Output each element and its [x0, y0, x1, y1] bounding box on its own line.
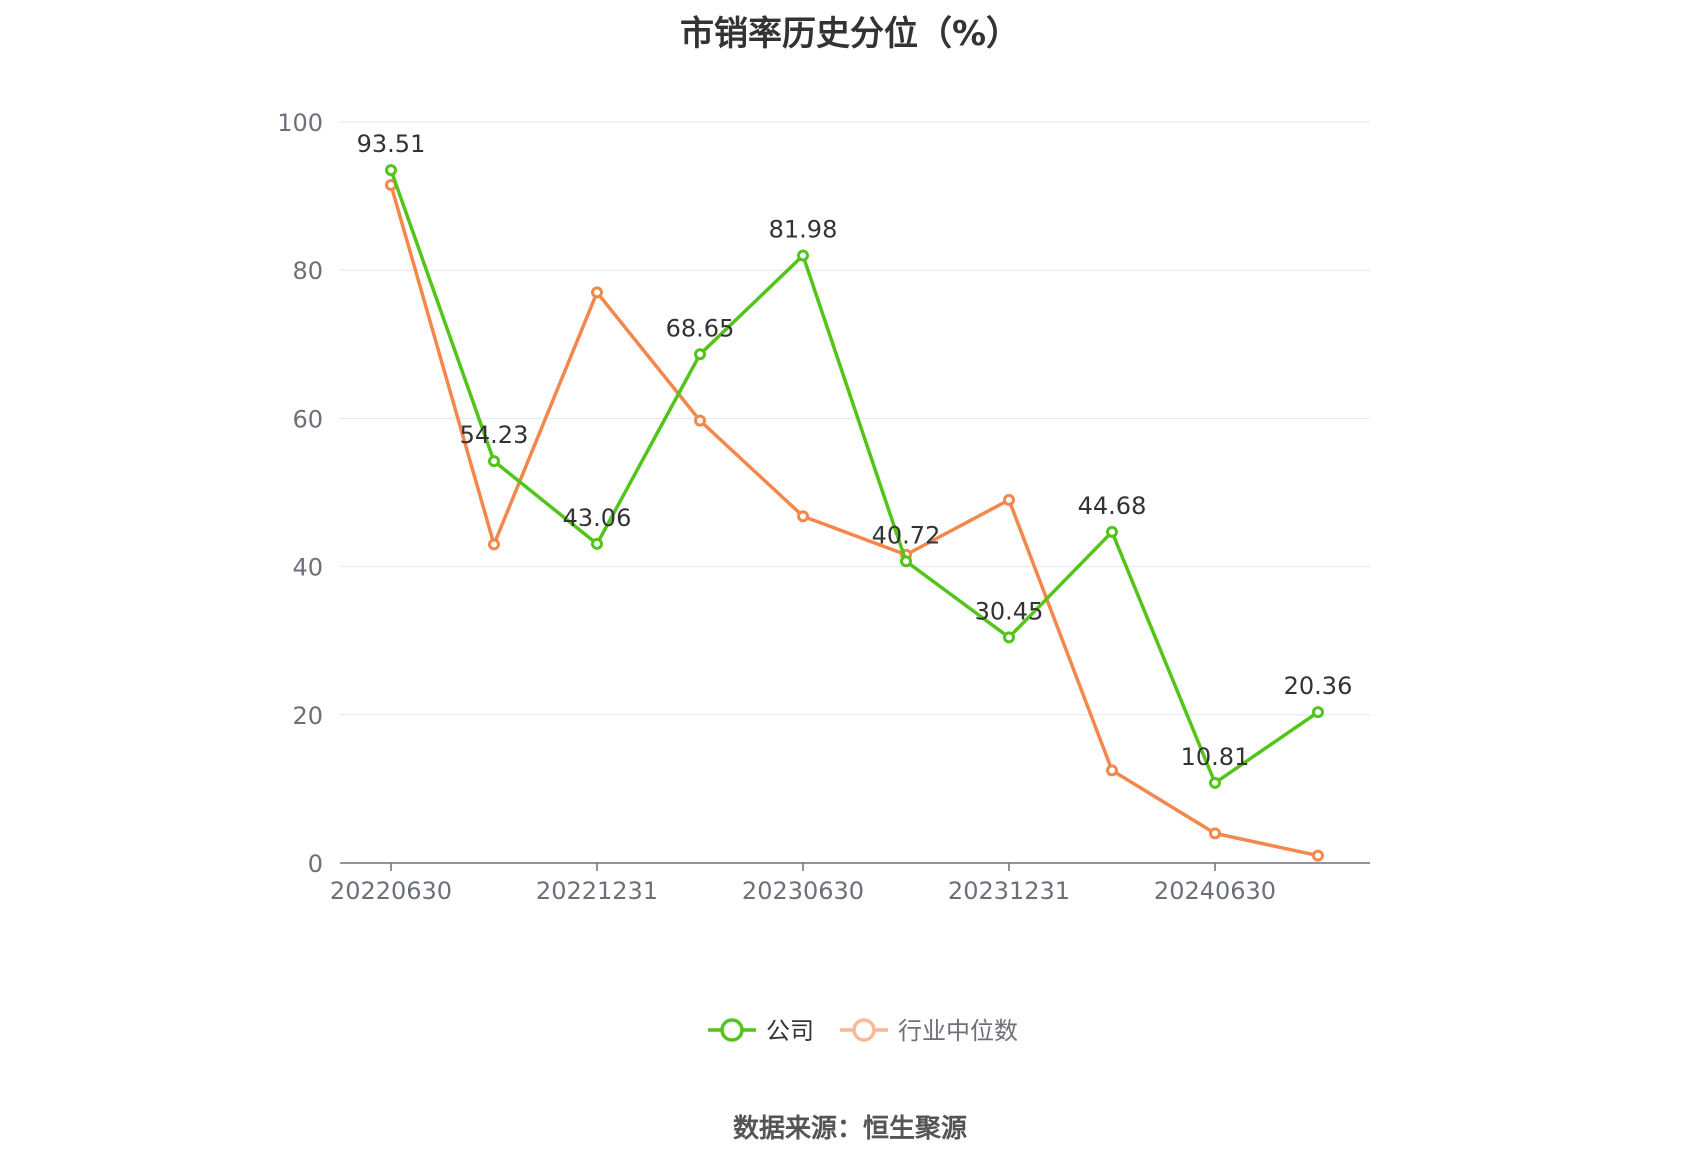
data-point[interactable]	[797, 510, 809, 523]
data-point[interactable]	[1106, 764, 1118, 777]
data-label: 10.81	[1181, 743, 1250, 771]
data-point[interactable]	[488, 455, 500, 468]
data-point[interactable]	[385, 164, 397, 177]
x-tick-label: 20231231	[948, 877, 1070, 905]
data-point[interactable]	[1209, 827, 1221, 840]
grid-lines	[340, 121, 1370, 716]
legend-item-company[interactable]: 公司	[708, 1017, 814, 1045]
x-tick-label: 20230630	[742, 877, 864, 905]
y-tick-label: 60	[292, 405, 323, 433]
data-point[interactable]	[694, 348, 706, 361]
data-point[interactable]	[1209, 776, 1221, 789]
chart-title: 市销率历史分位（%）	[679, 14, 1021, 54]
data-point[interactable]	[488, 538, 500, 551]
data-point[interactable]	[1106, 525, 1118, 538]
y-tick-label: 0	[308, 850, 323, 878]
data-point[interactable]	[591, 537, 603, 550]
data-label: 44.68	[1078, 492, 1147, 520]
x-tick-label: 20240630	[1154, 877, 1276, 905]
data-label: 81.98	[769, 216, 838, 244]
y-tick-label: 20	[292, 702, 323, 730]
data-label: 43.06	[563, 504, 632, 532]
data-point[interactable]	[591, 286, 603, 299]
legend-label: 行业中位数	[898, 1017, 1018, 1045]
data-point[interactable]	[1003, 631, 1015, 644]
series-lines	[385, 164, 1324, 862]
x-tick-label: 20221231	[536, 877, 658, 905]
series-line-company	[389, 169, 1319, 785]
legend: 公司 行业中位数	[708, 1017, 1018, 1045]
data-label: 93.51	[357, 130, 426, 158]
legend-label: 公司	[766, 1017, 814, 1045]
data-label: 54.23	[460, 421, 529, 449]
data-label: 20.36	[1284, 672, 1353, 700]
data-point[interactable]	[1312, 706, 1324, 719]
data-labels: 93.51 54.23 43.06 68.65 81.98 40.72 30.45 44.68…	[357, 130, 1353, 771]
x-tick-label: 20220630	[330, 877, 452, 905]
y-tick-label: 40	[292, 554, 323, 582]
data-label: 30.45	[975, 597, 1044, 625]
data-point[interactable]	[797, 249, 809, 262]
series-line-industry-median	[389, 184, 1319, 858]
data-point[interactable]	[1312, 849, 1324, 862]
legend-marker-icon	[852, 1018, 876, 1042]
data-label: 40.72	[872, 521, 941, 549]
source-note: 数据来源：恒生聚源	[732, 1114, 967, 1144]
legend-item-industry-median[interactable]: 行业中位数	[840, 1017, 1018, 1045]
y-tick-label: 80	[292, 257, 323, 285]
data-point[interactable]	[900, 555, 912, 568]
y-tick-label: 100	[277, 109, 323, 137]
data-label: 68.65	[666, 314, 735, 342]
data-point[interactable]	[1003, 493, 1015, 506]
legend-marker-icon	[720, 1018, 744, 1042]
data-point[interactable]	[694, 414, 706, 427]
axes: 0 20 40 60 80 100 20220630 20221231 20230630 2023…	[277, 109, 1370, 905]
